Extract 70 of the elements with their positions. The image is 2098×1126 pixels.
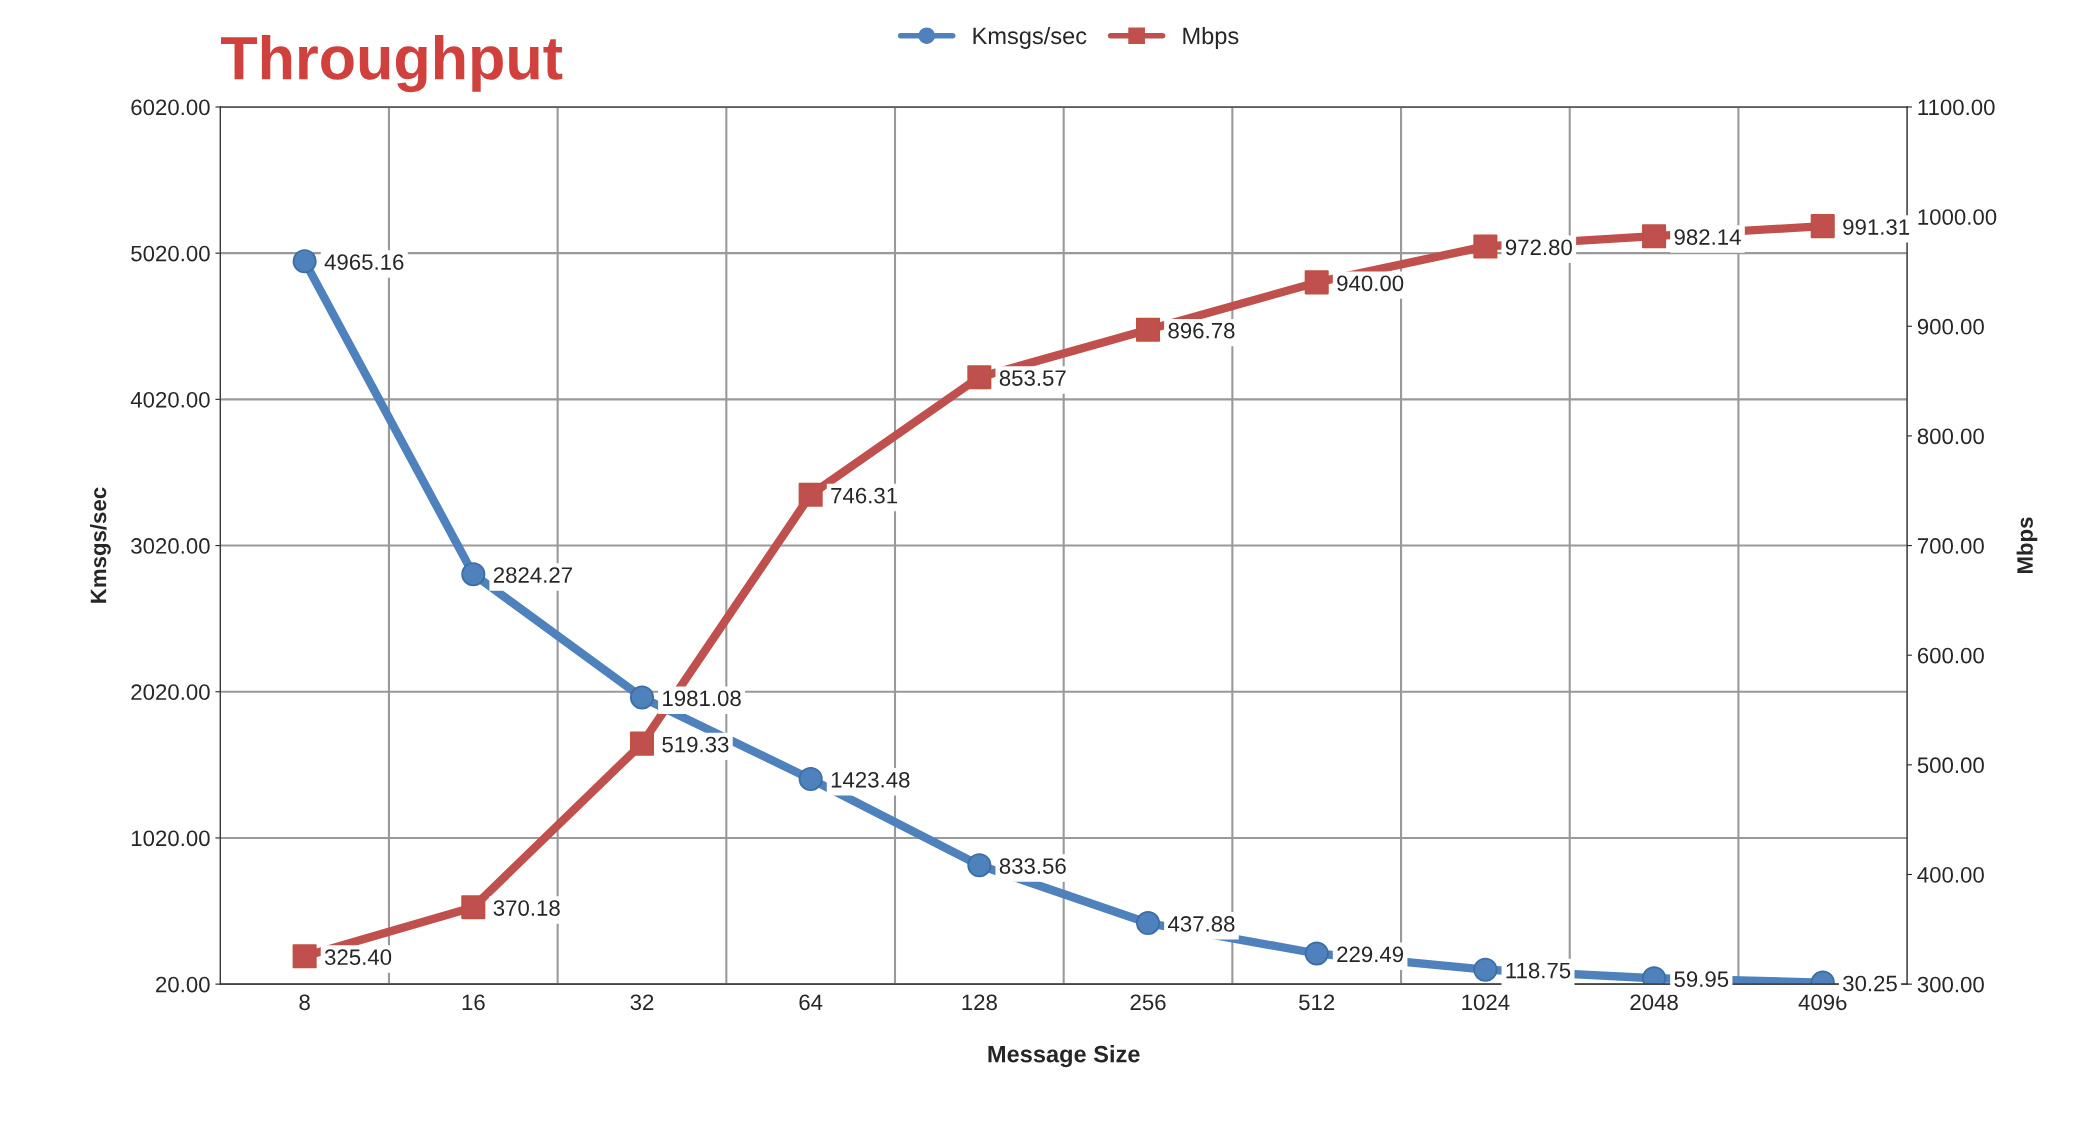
legend-label: Mbps [1183, 26, 1239, 49]
y2-tick-label: 400.00 [1917, 867, 1984, 883]
x-tick-label: 1024 [1462, 994, 1510, 1011]
x-tick-label: 4096 [1798, 994, 1847, 1011]
point [1304, 270, 1329, 295]
y2-tick-label: 800.00 [1917, 428, 1984, 445]
data-label: 982.14 [1674, 229, 1741, 245]
data-label: 896.78 [1168, 322, 1235, 339]
point [292, 249, 317, 274]
data-label: 833.56 [999, 858, 1066, 874]
data-label: 229.49 [1337, 946, 1404, 963]
chart-title: Throughput [220, 34, 563, 93]
y-tick-label: 4020.00 [130, 391, 210, 408]
y2-tick-label: 300.00 [1917, 976, 1984, 993]
data-label: 940.00 [1337, 275, 1404, 292]
legend-label: Kmsgs/sec [973, 26, 1087, 49]
data-label: 853.57 [999, 370, 1066, 386]
point [798, 766, 823, 791]
point [967, 853, 992, 878]
y-tick-label: 3020.00 [131, 538, 210, 554]
x-tick-label: 2048 [1630, 994, 1678, 1011]
x-tick-label: 32 [630, 994, 654, 1011]
y-tick-label: 20.00 [156, 976, 210, 993]
data-label: 370.18 [493, 900, 560, 916]
point [461, 895, 486, 920]
data-label: 437.88 [1167, 916, 1235, 932]
data-label: 1981.08 [663, 690, 741, 707]
data-label: 991.31 [1843, 219, 1910, 235]
y2-tick-label: 500.00 [1917, 757, 1984, 774]
x-tick-label: 16 [462, 994, 485, 1011]
y2-axis-title: Mbps [2016, 517, 2038, 574]
data-label: 30.25 [1843, 975, 1897, 992]
y-tick-label: 5020.00 [131, 245, 210, 262]
point [1135, 911, 1161, 936]
data-label: 118.75 [1506, 962, 1571, 979]
point [967, 365, 992, 390]
data-label: 4965.16 [324, 254, 404, 270]
point [292, 944, 317, 969]
y-tick-label: 2020.00 [131, 684, 210, 701]
data-label: 746.31 [831, 487, 897, 504]
x-axis-title: Message Size [988, 1045, 1140, 1068]
point [1642, 224, 1667, 249]
data-label: 2824.27 [493, 567, 572, 583]
point [1473, 957, 1498, 982]
y2-tick-label: 900.00 [1917, 318, 1984, 335]
point [798, 482, 823, 507]
x-tick-label: 8 [299, 994, 310, 1011]
x-tick-label: 64 [799, 994, 823, 1011]
x-tick-label: 256 [1130, 994, 1166, 1011]
point [1473, 234, 1498, 259]
point [1135, 317, 1161, 342]
data-label: 972.80 [1505, 239, 1572, 256]
point [461, 562, 486, 587]
point [1810, 214, 1835, 239]
data-label: 325.40 [324, 949, 392, 966]
data-label: 59.95 [1674, 971, 1729, 988]
y2-tick-label: 1000.00 [1918, 209, 1997, 225]
data-label: 1423.48 [831, 771, 910, 788]
y2-tick-label: 700.00 [1917, 538, 1984, 554]
point [629, 685, 655, 710]
point [1304, 941, 1329, 966]
point [629, 731, 655, 756]
x-tick-label: 512 [1299, 994, 1335, 1011]
y-axis-title: Kmsgs/sec [89, 487, 111, 603]
y2-tick-label: 1100.00 [1918, 99, 1995, 116]
y-tick-label: 1020.00 [131, 830, 210, 847]
y2-tick-label: 600.00 [1917, 647, 1984, 664]
y-tick-label: 6020.00 [131, 99, 210, 116]
data-label: 519.33 [662, 736, 729, 753]
x-tick-label: 128 [962, 994, 997, 1011]
